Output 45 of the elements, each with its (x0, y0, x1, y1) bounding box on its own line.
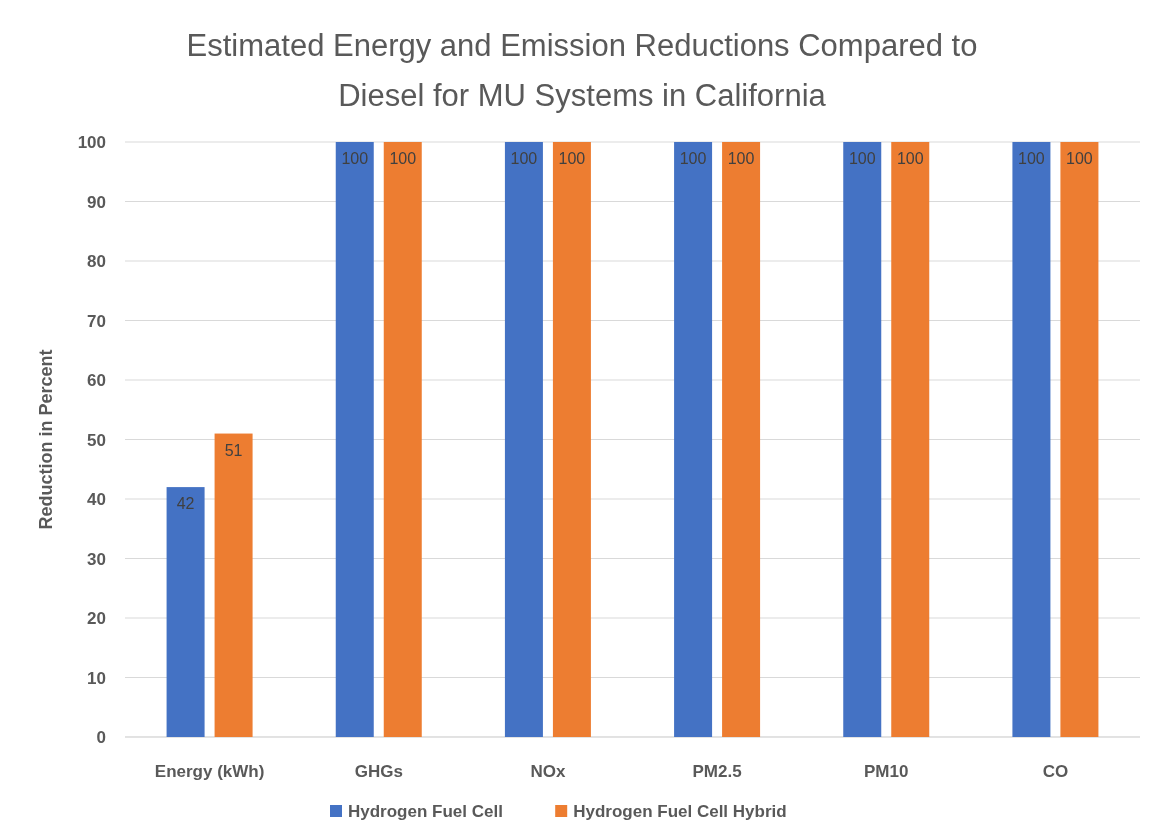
x-tick-label: NOx (530, 762, 566, 781)
y-tick-label: 20 (87, 609, 106, 628)
x-tick-label: PM10 (864, 762, 909, 781)
y-tick-label: 40 (87, 490, 106, 509)
data-label: 100 (389, 150, 417, 167)
bar (891, 142, 930, 737)
x-tick-label: Energy (kWh) (154, 762, 265, 781)
y-tick-label: 60 (87, 371, 106, 390)
data-label: 100 (341, 150, 369, 167)
bar (722, 142, 761, 737)
y-tick-label: 100 (77, 133, 106, 152)
y-tick-label: 0 (96, 728, 106, 747)
x-tick-label: GHGs (354, 762, 403, 781)
data-label: 100 (1018, 150, 1045, 167)
y-tick-label: 90 (87, 192, 106, 212)
legend-label: Hydrogen Fuel Cell Hybrid (573, 802, 787, 821)
data-label: 100 (848, 150, 876, 167)
data-label: 100 (679, 150, 707, 167)
legend-label: Hydrogen Fuel Cell (348, 802, 503, 821)
data-label: 100 (1066, 150, 1093, 167)
bar (1060, 142, 1099, 737)
data-label: 100 (896, 150, 924, 167)
y-tick-label: 80 (87, 252, 106, 271)
data-label: 100 (558, 150, 586, 167)
bar (1012, 142, 1051, 737)
y-tick-label: 30 (87, 549, 106, 569)
bar (166, 487, 205, 737)
data-label: 100 (727, 150, 755, 167)
y-tick-label: 10 (87, 668, 106, 688)
bar (674, 142, 713, 737)
y-axis-title: Reduction in Percent (36, 349, 56, 530)
data-label: 51 (224, 441, 243, 459)
bar (504, 142, 543, 737)
chart-title: Estimated Energy and Emission Reductions Compared to Diesel for MU Systems in California (186, 28, 978, 113)
y-tick-label: 50 (87, 430, 106, 450)
bar (214, 433, 253, 737)
bar (843, 142, 882, 737)
x-tick-label: CO (1042, 762, 1069, 781)
data-label: 42 (176, 495, 195, 513)
bar (552, 142, 591, 737)
x-tick-label: PM2.5 (692, 762, 742, 781)
bar (383, 142, 422, 737)
y-tick-label: 70 (87, 311, 106, 331)
data-label: 100 (510, 150, 538, 167)
bar (335, 142, 374, 737)
